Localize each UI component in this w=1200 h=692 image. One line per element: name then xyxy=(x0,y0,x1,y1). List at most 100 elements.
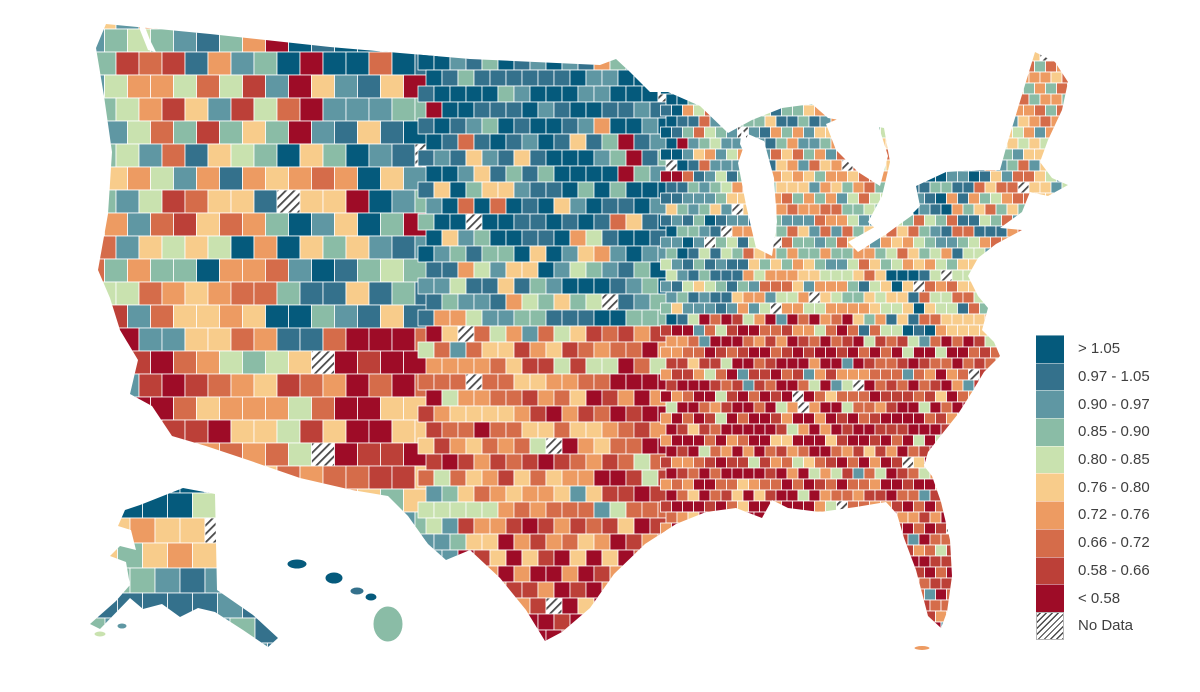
county-cell xyxy=(709,49,722,62)
county-cell xyxy=(688,644,699,655)
county-cell xyxy=(765,644,776,655)
county-cell xyxy=(553,101,571,119)
county-cell xyxy=(577,309,595,327)
county-cell xyxy=(984,379,997,392)
county-cell xyxy=(896,137,909,150)
county-cell xyxy=(693,456,705,469)
county-cell xyxy=(1012,368,1024,381)
county-cell xyxy=(979,434,991,447)
county-cell xyxy=(489,389,507,407)
county-cell xyxy=(748,566,760,579)
county-cell xyxy=(880,368,892,381)
county-cell xyxy=(666,6,677,17)
county-cell xyxy=(814,126,826,139)
county-cell xyxy=(1061,203,1068,216)
county-cell xyxy=(1084,666,1095,677)
county-cell xyxy=(929,181,942,194)
county-cell xyxy=(70,374,93,397)
county-cell xyxy=(657,533,675,551)
county-cell xyxy=(775,137,788,150)
county-cell xyxy=(704,346,716,359)
county-cell xyxy=(742,533,755,546)
county-cell xyxy=(625,245,643,263)
county-cell xyxy=(299,281,324,306)
county-cell xyxy=(753,93,766,106)
county-cell xyxy=(602,646,618,662)
county-cell xyxy=(1012,522,1024,535)
county-cell xyxy=(973,335,986,348)
county-cell xyxy=(951,291,964,304)
county-cell xyxy=(803,610,815,623)
county-cell xyxy=(1023,346,1035,359)
county-cell xyxy=(513,245,531,263)
county-cell xyxy=(334,212,358,237)
county-cell xyxy=(902,500,914,513)
county-cell xyxy=(345,373,370,398)
county-cell xyxy=(748,24,760,29)
county-cell xyxy=(709,467,722,480)
county-cell xyxy=(90,617,106,644)
county-cell xyxy=(457,613,475,631)
county-cell xyxy=(687,203,700,216)
county-cell xyxy=(869,544,881,557)
county-cell xyxy=(698,159,711,172)
legend-item: 0.85 - 0.90 xyxy=(1036,418,1150,446)
county-cell xyxy=(929,423,942,436)
county-cell xyxy=(671,522,683,535)
county-cell xyxy=(265,212,289,237)
county-cell xyxy=(770,368,782,381)
county-cell xyxy=(946,104,958,117)
county-cell xyxy=(803,170,815,183)
county-cell xyxy=(481,533,499,551)
county-cell xyxy=(1006,467,1019,480)
county-cell xyxy=(731,423,744,436)
county-cell xyxy=(693,346,705,359)
county-cell xyxy=(863,621,876,634)
county-cell xyxy=(770,82,782,95)
county-cell xyxy=(814,522,826,535)
county-cell xyxy=(577,469,595,487)
county-cell xyxy=(946,302,958,315)
county-cell xyxy=(804,655,815,666)
county-cell xyxy=(229,517,256,544)
county-cell xyxy=(797,599,810,612)
county-cell xyxy=(561,277,579,295)
county-cell xyxy=(666,666,677,677)
county-cell xyxy=(1029,6,1040,17)
county-cell xyxy=(660,434,672,447)
county-cell xyxy=(870,655,881,666)
county-cell xyxy=(1023,412,1035,425)
county-cell xyxy=(782,655,793,666)
county-cell xyxy=(1034,170,1046,183)
county-cell xyxy=(957,610,969,623)
county-cell xyxy=(625,213,643,231)
county-cell xyxy=(775,49,788,62)
county-cell xyxy=(489,549,507,567)
county-cell xyxy=(869,214,881,227)
county-cell xyxy=(731,115,744,128)
county-cell xyxy=(173,626,197,641)
county-cell xyxy=(935,346,947,359)
county-cell xyxy=(924,500,936,513)
county-cell xyxy=(311,212,335,237)
county-cell xyxy=(907,621,920,634)
county-cell xyxy=(715,522,727,535)
county-cell xyxy=(585,581,603,599)
county-cell xyxy=(441,133,459,151)
county-cell xyxy=(709,401,722,414)
county-cell xyxy=(96,189,117,214)
county-cell xyxy=(569,293,587,311)
legend-swatch xyxy=(1036,473,1064,502)
county-cell xyxy=(715,610,727,623)
county-cell xyxy=(825,192,837,205)
county-cell xyxy=(433,597,451,615)
county-cell xyxy=(995,269,1008,282)
county-cell xyxy=(545,469,563,487)
county-cell xyxy=(671,434,683,447)
county-cell xyxy=(1017,49,1030,62)
county-cell xyxy=(957,566,969,579)
county-cell xyxy=(720,93,733,106)
county-cell xyxy=(775,445,788,458)
county-cell xyxy=(792,566,804,579)
county-cell xyxy=(853,666,864,677)
